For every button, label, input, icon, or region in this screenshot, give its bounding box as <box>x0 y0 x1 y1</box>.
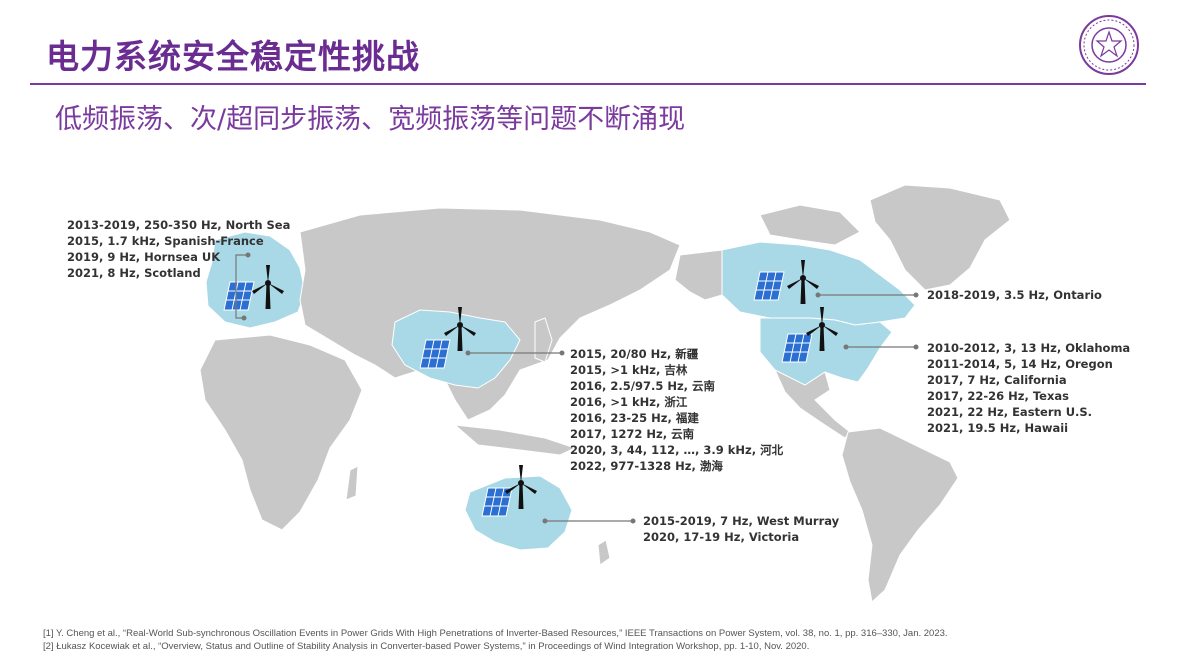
wind-turbine-icon <box>505 465 537 509</box>
page-subtitle: 低频振荡、次/超同步振荡、宽频振荡等问题不断涌现 <box>55 104 686 135</box>
new-zealand-landmass <box>597 539 611 566</box>
event-item: 2022, 977-1328 Hz, 渤海 <box>570 459 723 473</box>
event-item: 2011-2014, 5, 14 Hz, Oregon <box>927 357 1113 371</box>
wind-turbine-icon <box>444 307 476 351</box>
japan-landmass <box>534 317 553 363</box>
central-america-landmass <box>773 368 851 439</box>
africa-landmass <box>199 334 363 531</box>
solar-panel-icon <box>481 487 513 517</box>
event-item: 2015, 20/80 Hz, 新疆 <box>570 347 699 361</box>
event-item: 2016, 23-25 Hz, 福建 <box>570 411 699 425</box>
china-events: 2015, 20/80 Hz, 新疆 2015, >1 kHz, 吉林 2016… <box>570 346 783 474</box>
solar-panel-icon <box>753 271 785 301</box>
title-divider <box>30 83 1146 85</box>
wind-turbine-icon <box>806 307 838 351</box>
leader-lines <box>235 254 916 522</box>
event-item: 2015, >1 kHz, 吉林 <box>570 363 688 377</box>
indonesia-landmass <box>453 424 577 456</box>
solar-panel-icon <box>781 333 813 363</box>
wind-turbine-icon <box>787 260 819 304</box>
event-item: 2017, 1272 Hz, 云南 <box>570 427 695 441</box>
leader-dots <box>241 252 919 524</box>
arctic-islands <box>759 204 861 246</box>
australia-region <box>464 475 573 551</box>
canada-region <box>721 241 916 326</box>
event-item: 2010-2012, 3, 13 Hz, Oklahoma <box>927 341 1131 355</box>
australia-events: 2015-2019, 7 Hz, West Murray 2020, 17-19… <box>643 513 839 545</box>
event-item: 2020, 17-19 Hz, Victoria <box>643 530 800 544</box>
south-america-landmass <box>841 427 959 603</box>
event-item: 2016, 2.5/97.5 Hz, 云南 <box>570 379 716 393</box>
event-item: 2013-2019, 250-350 Hz, North Sea <box>67 218 291 232</box>
event-item: 2015-2019, 7 Hz, West Murray <box>643 514 840 528</box>
solar-panel-icon <box>419 339 451 369</box>
event-item: 2018-2019, 3.5 Hz, Ontario <box>927 288 1102 302</box>
alaska-landmass <box>674 249 723 301</box>
event-item: 2020, 3, 44, 112, …, 3.9 kHz, 河北 <box>570 443 784 457</box>
reference-item: [2] Łukasz Kocewiak et al., “Overview, S… <box>43 640 810 652</box>
event-item: 2017, 7 Hz, California <box>927 373 1067 387</box>
event-item: 2015, 1.7 kHz, Spanish-France <box>67 234 264 248</box>
wind-turbine-icon <box>252 265 284 309</box>
europe-events: 2013-2019, 250-350 Hz, North Sea 2015, 1… <box>67 217 290 281</box>
event-item: 2021, 19.5 Hz, Hawaii <box>927 421 1069 435</box>
event-item: 2016, >1 kHz, 浙江 <box>570 395 688 409</box>
page-title: 电力系统安全稳定性挑战 <box>46 37 420 76</box>
event-item: 2021, 8 Hz, Scotland <box>67 266 201 280</box>
madagascar-landmass <box>345 465 359 501</box>
references: [1] Y. Cheng et al., “Real-World Sub-syn… <box>43 628 948 653</box>
event-item: 2021, 22 Hz, Eastern U.S. <box>927 405 1093 419</box>
greenland-landmass <box>869 184 1011 291</box>
event-item: 2017, 22-26 Hz, Texas <box>927 389 1069 403</box>
canada-events: 2018-2019, 3.5 Hz, Ontario <box>927 287 1102 303</box>
usa-events: 2010-2012, 3, 13 Hz, Oklahoma 2011-2014,… <box>927 340 1130 436</box>
university-seal-icon <box>1079 15 1139 75</box>
reference-item: [1] Y. Cheng et al., “Real-World Sub-syn… <box>43 628 948 639</box>
eurasia-landmass <box>299 207 681 421</box>
event-item: 2019, 9 Hz, Hornsea UK <box>67 250 221 264</box>
